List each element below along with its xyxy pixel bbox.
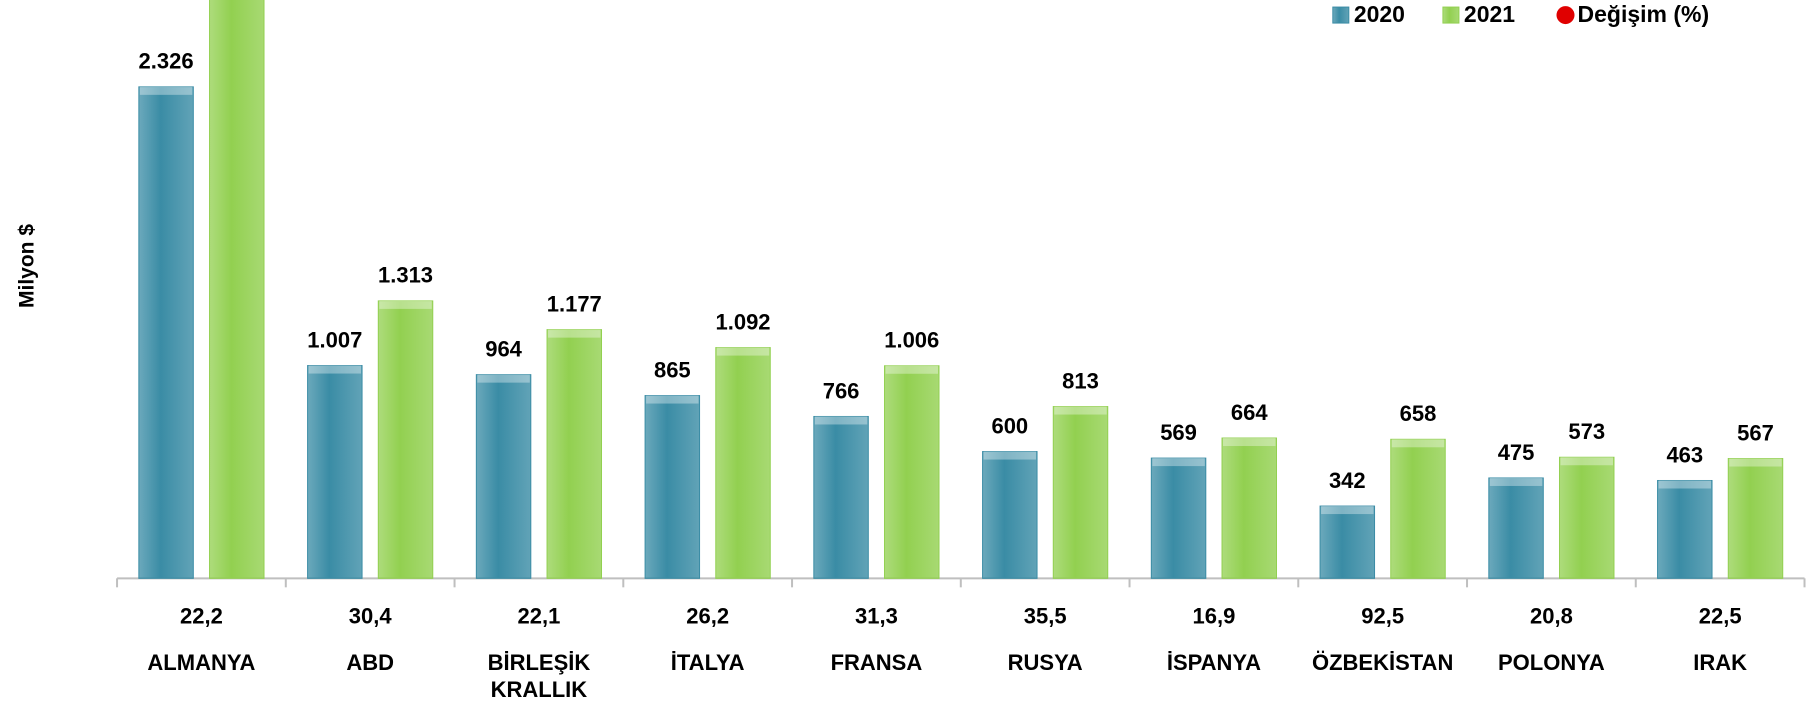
bar-cap bbox=[885, 365, 939, 374]
bar-cap bbox=[1152, 458, 1205, 467]
bar-cap bbox=[308, 365, 362, 374]
value-label: 1.092 bbox=[715, 309, 770, 334]
value-label: 567 bbox=[1737, 420, 1774, 445]
change-label: 30,4 bbox=[349, 604, 393, 629]
value-label: 573 bbox=[1568, 419, 1605, 444]
value-label: 463 bbox=[1666, 442, 1703, 467]
bar-cap bbox=[139, 86, 193, 95]
value-label: 865 bbox=[654, 357, 691, 382]
x-tick-label: BİRLEŞİK KRALLIK bbox=[487, 650, 591, 703]
value-label: 1.007 bbox=[307, 327, 362, 352]
value-label: 964 bbox=[485, 336, 522, 361]
legend-label: Değişim (%) bbox=[1578, 1, 1710, 27]
value-label: 600 bbox=[991, 413, 1028, 438]
bar-cap bbox=[1223, 438, 1276, 447]
bar bbox=[475, 374, 532, 579]
value-label: 2.326 bbox=[139, 49, 194, 74]
bar bbox=[1657, 479, 1713, 579]
x-tick-label: İTALYA bbox=[670, 650, 745, 676]
bar bbox=[1390, 438, 1446, 579]
change-label: 22,2 bbox=[180, 604, 223, 629]
bar bbox=[546, 329, 603, 579]
legend-label: 2020 bbox=[1354, 1, 1405, 27]
bar-cap bbox=[1321, 506, 1374, 515]
bar-cap bbox=[716, 347, 770, 356]
value-label: 766 bbox=[823, 378, 860, 403]
bar-cap bbox=[1489, 477, 1543, 486]
x-tick-label: ÖZBEKİSTAN bbox=[1311, 650, 1454, 676]
value-label: 1.006 bbox=[884, 328, 939, 353]
bar bbox=[1052, 406, 1109, 579]
bar-cap bbox=[983, 451, 1037, 460]
bar bbox=[1559, 456, 1615, 579]
legend-swatch bbox=[1556, 6, 1575, 25]
value-label: 1.177 bbox=[547, 291, 602, 316]
change-label: 20,8 bbox=[1530, 604, 1573, 629]
change-label: 92,5 bbox=[1361, 604, 1404, 629]
bar-cap bbox=[814, 416, 868, 425]
x-tick-label: IRAK bbox=[1693, 650, 1748, 676]
bar-cap bbox=[1658, 480, 1712, 489]
x-tick-label: İSPANYA bbox=[1166, 650, 1261, 676]
bar bbox=[209, 0, 265, 579]
value-label: 658 bbox=[1400, 401, 1437, 426]
value-label: 342 bbox=[1329, 468, 1366, 493]
bar bbox=[307, 365, 363, 579]
x-tick-label: ABD bbox=[346, 650, 394, 676]
bar-cap bbox=[1729, 458, 1782, 467]
change-label: 16,9 bbox=[1192, 604, 1235, 629]
bar bbox=[377, 300, 434, 579]
bar bbox=[1221, 437, 1277, 579]
bar-cap bbox=[1054, 406, 1107, 415]
legend-label: 2021 bbox=[1464, 1, 1515, 27]
bar bbox=[644, 395, 701, 579]
legend-swatch bbox=[1442, 6, 1460, 24]
change-label: 35,5 bbox=[1024, 604, 1067, 629]
bar bbox=[715, 347, 771, 579]
value-label: 664 bbox=[1231, 400, 1268, 425]
legend-swatch bbox=[1332, 6, 1350, 24]
value-label: 475 bbox=[1498, 440, 1535, 465]
bar bbox=[982, 451, 1038, 579]
x-tick-label: RUSYA bbox=[1007, 650, 1083, 676]
bar-cap bbox=[379, 300, 432, 309]
bar-cap bbox=[548, 329, 601, 338]
change-label: 26,2 bbox=[686, 604, 729, 629]
value-label: 1.313 bbox=[378, 263, 433, 288]
bar bbox=[138, 86, 194, 579]
bar bbox=[884, 365, 940, 579]
bar bbox=[813, 415, 869, 579]
value-label: 569 bbox=[1160, 420, 1197, 445]
bar bbox=[1727, 458, 1784, 579]
bar-cap bbox=[477, 374, 530, 383]
change-label: 31,3 bbox=[855, 604, 898, 629]
x-tick-label: POLONYA bbox=[1498, 650, 1605, 676]
x-tick-label: FRANSA bbox=[830, 650, 923, 676]
bar bbox=[1319, 505, 1376, 579]
bar-cap bbox=[646, 395, 699, 404]
plot-area bbox=[138, 0, 1784, 579]
bar bbox=[1150, 457, 1207, 579]
bar bbox=[1488, 477, 1544, 579]
change-label: 22,5 bbox=[1699, 604, 1742, 629]
change-label: 22,1 bbox=[518, 604, 561, 629]
x-tick-label: ALMANYA bbox=[147, 650, 256, 676]
bar-cap bbox=[1391, 439, 1445, 448]
value-label: 813 bbox=[1062, 368, 1099, 393]
y-axis-label: Milyon $ bbox=[16, 224, 39, 308]
bar-cap bbox=[1560, 457, 1613, 466]
